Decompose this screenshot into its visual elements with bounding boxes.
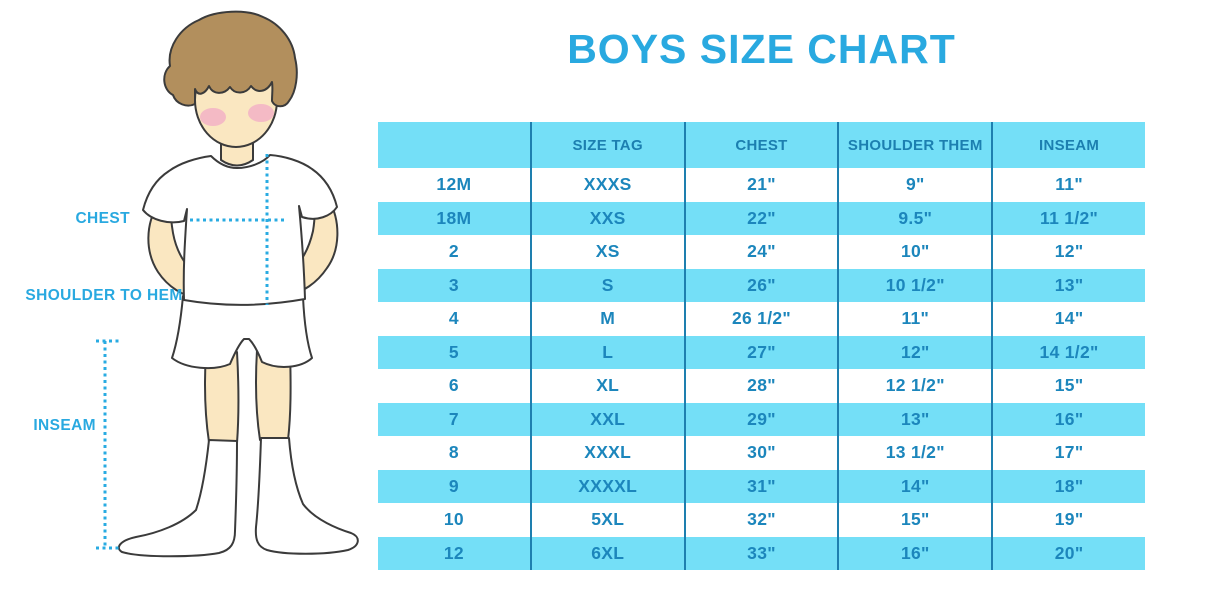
table-cell: 20" xyxy=(991,536,1145,570)
inseam-label: INSEAM xyxy=(33,417,96,434)
table-cell: 3 xyxy=(448,274,459,295)
page-title: BOYS SIZE CHART xyxy=(567,26,956,72)
table-row: 12 6XL 33" 16" 20" xyxy=(378,536,1145,570)
table-cell: 10 1/2" xyxy=(837,268,991,302)
table-row: 8 XXXL 30" 13 1/2" 17" xyxy=(378,436,1145,470)
boy-illustration xyxy=(96,10,359,558)
table-row: 3 S 26" 10 1/2" 13" xyxy=(378,268,1145,302)
table-cell: 17" xyxy=(991,436,1145,470)
table-row: 10 5XL 32" 15" 19" xyxy=(378,503,1145,537)
size-table: SIZE TAG CHEST SHOULDER THEM INSEAM 12M X… xyxy=(378,122,1145,570)
hair xyxy=(163,10,298,108)
table-cell: 14" xyxy=(991,302,1145,336)
table-cell: 9.5" xyxy=(837,201,991,235)
table-cell: 16" xyxy=(837,536,991,570)
table-cell: 18M xyxy=(436,207,472,228)
shirt xyxy=(142,154,338,306)
table-cell: S xyxy=(529,268,684,302)
table-cell: 31" xyxy=(683,469,838,503)
table-cell: 7 xyxy=(448,408,459,429)
table-row: 12M XXXS 21" 9" 11" xyxy=(378,168,1145,202)
table-cell: 9 xyxy=(448,475,459,496)
table-cell: 15" xyxy=(991,369,1145,403)
shoulder-to-hem-label: SHOULDER TO HEM xyxy=(25,287,183,304)
table-cell: 12" xyxy=(837,335,991,369)
table-cell: 4 xyxy=(448,308,459,329)
table-cell: M xyxy=(529,302,684,336)
left-cheek xyxy=(200,108,226,126)
right-sock xyxy=(254,437,359,555)
chest-label: CHEST xyxy=(75,210,130,227)
table-cell: 18" xyxy=(991,469,1145,503)
table-cell: 5XL xyxy=(529,503,684,537)
table-cell: XXXL xyxy=(529,436,684,470)
table-cell: 24" xyxy=(683,235,838,269)
boy-measurement-figure: CHEST SHOULDER TO HEM INSEAM xyxy=(0,0,380,607)
table-cell: 28" xyxy=(683,369,838,403)
table-cell: XXXXL xyxy=(529,469,684,503)
table-cell: 22" xyxy=(683,201,838,235)
table-cell: 12" xyxy=(991,235,1145,269)
table-row: 9 XXXXL 31" 14" 18" xyxy=(378,469,1145,503)
table-cell: 27" xyxy=(683,335,838,369)
right-cheek xyxy=(248,104,274,122)
table-cell: L xyxy=(529,335,684,369)
shorts xyxy=(171,295,313,370)
table-cell: 12M xyxy=(436,174,472,195)
table-cell: 11 1/2" xyxy=(991,201,1145,235)
left-sock xyxy=(117,439,238,558)
table-cell: 14" xyxy=(837,469,991,503)
table-cell: 2 xyxy=(448,241,459,262)
table-row: 18M XXS 22" 9.5" 11 1/2" xyxy=(378,201,1145,235)
table-cell: 26 1/2" xyxy=(683,302,838,336)
table-cell: 16" xyxy=(991,402,1145,436)
col-header-chest: CHEST xyxy=(683,122,838,168)
table-row: 4 M 26 1/2" 11" 14" xyxy=(378,302,1145,336)
table-cell: 6 xyxy=(448,375,459,396)
table-row: 7 XXL 29" 13" 16" xyxy=(378,402,1145,436)
table-cell: 15" xyxy=(837,503,991,537)
table-cell: 10" xyxy=(837,235,991,269)
table-cell: 13" xyxy=(837,402,991,436)
table-cell: 19" xyxy=(991,503,1145,537)
table-cell: 13 1/2" xyxy=(837,436,991,470)
table-cell: 30" xyxy=(683,436,838,470)
table-row: 2 XS 24" 10" 12" xyxy=(378,235,1145,269)
table-cell: XXS xyxy=(529,201,684,235)
col-header-blank xyxy=(378,122,530,168)
table-cell: 9" xyxy=(837,168,991,202)
table-cell: 6XL xyxy=(529,536,684,570)
table-cell: 12 1/2" xyxy=(837,369,991,403)
table-cell: 11" xyxy=(991,168,1145,202)
table-cell: XXL xyxy=(529,402,684,436)
table-cell: 14 1/2" xyxy=(991,335,1145,369)
table-header-row: SIZE TAG CHEST SHOULDER THEM INSEAM xyxy=(378,122,1145,168)
table-cell: 11" xyxy=(837,302,991,336)
col-header-size-tag: SIZE TAG xyxy=(529,122,684,168)
table-cell: 13" xyxy=(991,268,1145,302)
table-cell: 33" xyxy=(683,536,838,570)
col-header-shoulder-them: SHOULDER THEM xyxy=(837,122,991,168)
table-cell: 8 xyxy=(448,442,459,463)
table-row: 5 L 27" 12" 14 1/2" xyxy=(378,335,1145,369)
table-cell: 12 xyxy=(443,542,464,563)
table-cell: 10 xyxy=(443,509,464,530)
table-cell: XL xyxy=(529,369,684,403)
table-cell: 26" xyxy=(683,268,838,302)
table-cell: XS xyxy=(529,235,684,269)
table-cell: 5 xyxy=(448,341,459,362)
table-row: 6 XL 28" 12 1/2" 15" xyxy=(378,369,1145,403)
table-cell: 29" xyxy=(683,402,838,436)
table-cell: XXXS xyxy=(529,168,684,202)
table-cell: 32" xyxy=(683,503,838,537)
col-header-inseam: INSEAM xyxy=(991,122,1145,168)
table-cell: 21" xyxy=(683,168,838,202)
